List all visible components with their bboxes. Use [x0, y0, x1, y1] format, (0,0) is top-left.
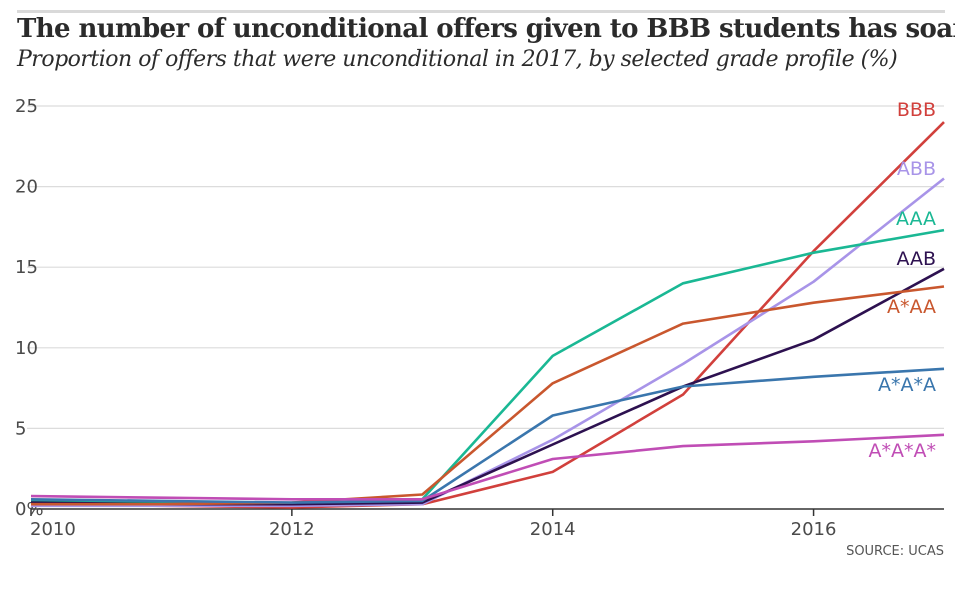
series-line-astarastara [30, 367, 945, 504]
top-rule [17, 10, 945, 13]
chart-title: The number of unconditional offers given… [17, 14, 955, 44]
series-label: A*A*A [878, 374, 936, 396]
series-line-abb [31, 177, 945, 508]
series-label: ABB [897, 158, 936, 180]
chart-subtitle: Proportion of offers that were unconditi… [17, 47, 898, 72]
y-tick-label: 5 [15, 418, 26, 439]
y-tick-label: 10 [15, 338, 38, 359]
series-label: AAB [896, 248, 936, 270]
gridlines [27, 105, 944, 429]
y-tick-label: 25 [15, 96, 38, 117]
x-tick-label: 2010 [30, 519, 76, 540]
series-label: AAA [896, 208, 936, 230]
x-tick-label: 2014 [530, 519, 576, 540]
x-tick-label: 2016 [791, 519, 837, 540]
series-label: BBB [897, 99, 936, 121]
source-note: SOURCE: UCAS [846, 544, 944, 559]
series-line-astarastarastar [30, 433, 945, 501]
series-labels: BBB ABB AAA AAB A*AA A*A*A A*A*A* [869, 99, 937, 462]
series-line-bbb [30, 121, 945, 509]
y-tick-label: 20 [15, 177, 38, 198]
series-line-aaa [30, 228, 945, 506]
series-line-astaraa [31, 285, 945, 506]
series-label: A*AA [887, 296, 936, 318]
x-tick-label: 2012 [269, 519, 315, 540]
x-axis: 2010 2012 2014 2016 [30, 508, 944, 540]
series-label: A*A*A* [869, 440, 937, 462]
series-lines [30, 121, 945, 509]
y-tick-label: 15 [15, 257, 38, 278]
